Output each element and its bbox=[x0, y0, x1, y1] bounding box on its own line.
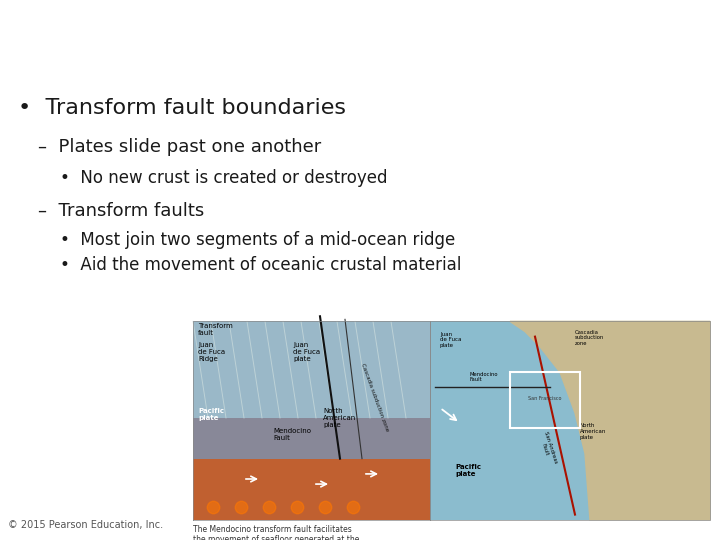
Text: Juan
de Fuca
plate: Juan de Fuca plate bbox=[293, 342, 320, 362]
Text: Juan
de Fuca
Ridge: Juan de Fuca Ridge bbox=[198, 342, 225, 362]
Text: Mendocino
Fault: Mendocino Fault bbox=[273, 428, 311, 441]
Polygon shape bbox=[193, 321, 430, 418]
Text: Mendocino
Fault: Mendocino Fault bbox=[470, 372, 498, 382]
Polygon shape bbox=[510, 321, 710, 519]
Polygon shape bbox=[193, 418, 430, 458]
Text: The Mendocino transform fault facilitates
the movement of seafloor generated at : The Mendocino transform fault facilitate… bbox=[193, 525, 359, 540]
Text: –  Transform faults: – Transform faults bbox=[38, 202, 204, 220]
Text: Pacific
plate: Pacific plate bbox=[198, 408, 224, 421]
Polygon shape bbox=[430, 321, 710, 519]
Text: © 2015 Pearson Education, Inc.: © 2015 Pearson Education, Inc. bbox=[8, 520, 163, 530]
Text: •  Aid the movement of oceanic crustal material: • Aid the movement of oceanic crustal ma… bbox=[60, 256, 462, 274]
Text: San Francisco: San Francisco bbox=[528, 396, 562, 401]
Text: •  No new crust is created or destroyed: • No new crust is created or destroyed bbox=[60, 169, 387, 187]
Text: North
American
plate: North American plate bbox=[323, 408, 356, 428]
Bar bbox=[510, 372, 580, 428]
Polygon shape bbox=[193, 458, 430, 519]
Text: North
American
plate: North American plate bbox=[580, 423, 606, 440]
Text: Cascadia
subduction
zone: Cascadia subduction zone bbox=[575, 329, 604, 346]
Text: •  Most join two segments of a mid-ocean ridge: • Most join two segments of a mid-ocean … bbox=[60, 231, 455, 249]
Text: San Andreas
Fault: San Andreas Fault bbox=[538, 431, 558, 466]
Text: Transform
fault: Transform fault bbox=[198, 323, 233, 336]
Text: Cascadia subduction zone: Cascadia subduction zone bbox=[360, 363, 390, 433]
Text: Juan
de Fuca
plate: Juan de Fuca plate bbox=[440, 332, 462, 348]
Text: •  Transform fault boundaries: • Transform fault boundaries bbox=[18, 98, 346, 118]
Text: Pacific
plate: Pacific plate bbox=[455, 464, 481, 477]
Text: –  Plates slide past one another: – Plates slide past one another bbox=[38, 138, 321, 157]
Text: Plate Boundaries: Plate Boundaries bbox=[13, 21, 254, 44]
